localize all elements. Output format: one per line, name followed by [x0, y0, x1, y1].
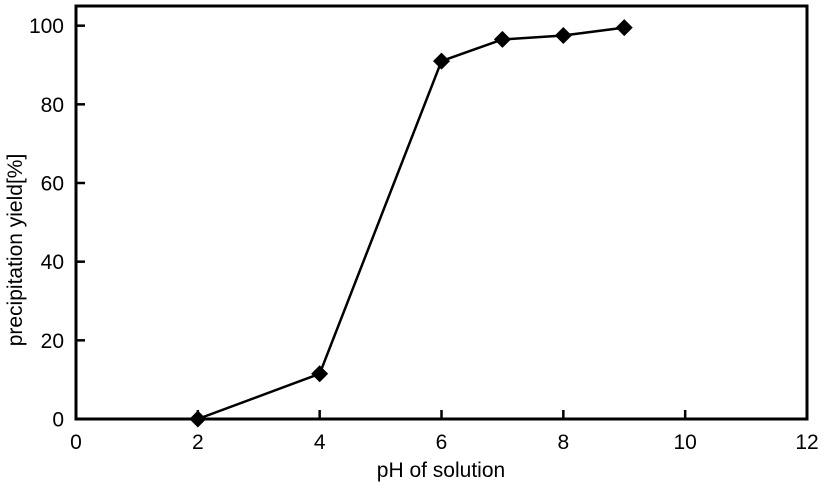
- x-tick-label: 12: [795, 431, 818, 454]
- data-line: [197, 26, 625, 421]
- data-point: [554, 27, 572, 44]
- y-tick-label: 20: [41, 330, 64, 353]
- data-point: [493, 30, 511, 48]
- y-tick-label: 80: [41, 94, 64, 117]
- x-axis-label: pH of solution: [377, 459, 505, 482]
- x-tick-label: 8: [557, 431, 569, 454]
- data-point: [311, 365, 329, 383]
- data-point: [433, 52, 450, 70]
- y-tick-label: 0: [52, 409, 64, 432]
- y-tick-label: 40: [41, 251, 64, 274]
- x-tick-label: 10: [673, 431, 696, 454]
- x-tick-label: 6: [436, 431, 448, 454]
- y-tick-label: 60: [41, 173, 64, 196]
- data-point: [615, 19, 633, 37]
- y-tick-label: 100: [29, 15, 64, 38]
- plot-area: 0 2 4 6 8 10 12 0 20 40 60 80 100: [29, 4, 819, 454]
- x-tick-label: 4: [314, 431, 326, 454]
- x-tick-label: 0: [70, 431, 82, 454]
- data-point: [189, 410, 207, 428]
- y-axis-label: precipitation yield[%]: [4, 154, 27, 347]
- x-tick-label: 2: [192, 431, 204, 454]
- plot-frame: [74, 4, 809, 421]
